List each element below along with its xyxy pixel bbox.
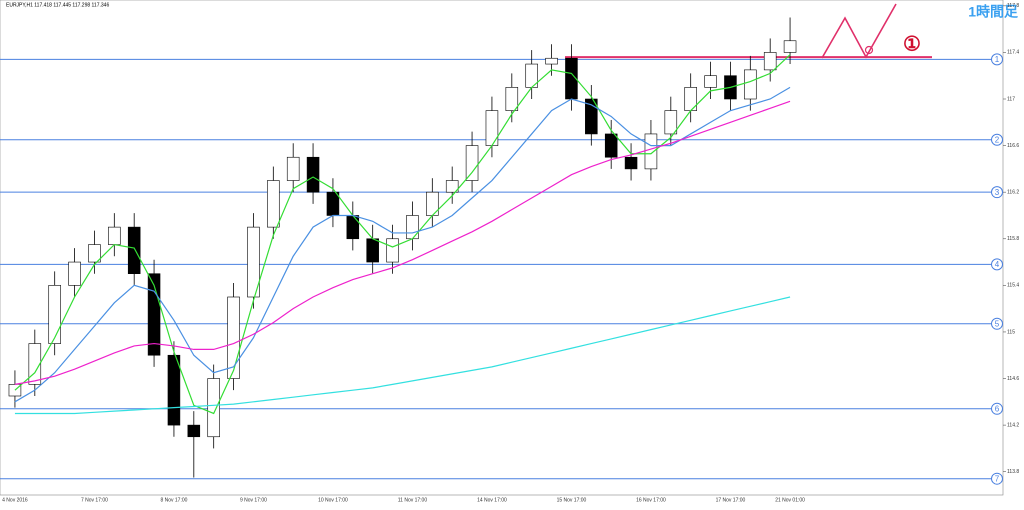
candle-body xyxy=(28,343,42,385)
candle-body xyxy=(127,226,141,275)
candle-body xyxy=(485,110,499,146)
zigzag-sketch xyxy=(821,3,897,59)
level-label: 5 xyxy=(995,319,1000,328)
level-badge xyxy=(991,186,1003,199)
level-label: 7 xyxy=(995,474,1000,483)
candle-body xyxy=(326,191,340,216)
candle-body xyxy=(88,244,101,263)
level-label: 4 xyxy=(995,260,1000,269)
level-label: 6 xyxy=(995,404,1000,413)
candle-body xyxy=(147,273,161,356)
level-badge xyxy=(991,53,1003,66)
y-tick-label: 117.8 xyxy=(1007,3,1019,9)
y-tick-label: 117 xyxy=(1007,96,1015,102)
level-label: 2 xyxy=(995,135,1000,144)
annotation: ① xyxy=(903,33,921,55)
y-tick-label: 113.8 xyxy=(1007,469,1019,475)
candle-body xyxy=(167,354,181,426)
candle-body xyxy=(465,145,479,181)
candle-body xyxy=(366,238,379,263)
candle-body xyxy=(763,52,777,71)
x-tick-label: 10 Nov 17:00 xyxy=(318,497,348,503)
symbol-header: EURJPY,H1 117.418 117.445 117.298 117.34… xyxy=(6,2,109,8)
level-badge xyxy=(991,133,1003,146)
candle-body xyxy=(545,57,558,65)
candle-body xyxy=(624,156,638,170)
x-tick-label: 9 Nov 17:00 xyxy=(240,497,267,503)
candle-body xyxy=(783,40,797,53)
x-tick-label: 8 Nov 17:00 xyxy=(160,497,187,503)
x-tick-label: 16 Nov 17:00 xyxy=(636,497,666,503)
candle-body xyxy=(386,238,399,263)
candle-body xyxy=(664,110,678,135)
moving-average xyxy=(14,100,791,385)
candle-body xyxy=(585,98,598,135)
level-badge xyxy=(991,317,1003,330)
y-tick-label: 117.4 xyxy=(1007,50,1019,56)
candle-body xyxy=(306,156,320,193)
x-tick-label: 7 Nov 17:00 xyxy=(81,497,108,503)
x-tick-label: 4 Nov 2016 xyxy=(2,497,28,503)
level-label: 3 xyxy=(995,188,1000,197)
y-tick-label: 115 xyxy=(1007,329,1015,335)
plot-frame xyxy=(0,0,1004,496)
y-tick-label: 115.8 xyxy=(1007,236,1019,242)
candle-body xyxy=(227,296,240,379)
candle-body xyxy=(68,261,81,286)
candle-body xyxy=(48,285,61,344)
y-tick-label: 114.2 xyxy=(1007,422,1019,428)
y-tick-label: 116.6 xyxy=(1007,143,1019,149)
candle-body xyxy=(286,156,300,181)
candle-body xyxy=(108,226,121,245)
x-tick-label: 17 Nov 17:00 xyxy=(716,497,746,503)
level-label: 1 xyxy=(995,55,1000,64)
candle-body xyxy=(267,180,280,228)
candle-body xyxy=(505,87,519,111)
candle-body xyxy=(406,215,419,240)
x-tick-label: 14 Nov 17:00 xyxy=(477,497,507,503)
x-tick-label: 21 Nov 01:00 xyxy=(775,497,805,503)
x-tick-label: 11 Nov 17:00 xyxy=(398,497,428,503)
y-tick-label: 114.6 xyxy=(1007,376,1019,382)
candle-body xyxy=(207,378,220,438)
candle-body xyxy=(744,69,757,100)
candle-body xyxy=(644,133,658,170)
level-badge xyxy=(991,402,1003,415)
level-badge xyxy=(991,258,1003,271)
breakout-mark xyxy=(864,45,874,55)
candle-body xyxy=(247,226,260,298)
candle-body xyxy=(604,133,618,158)
moving-average xyxy=(14,296,791,415)
y-tick-label: 115.4 xyxy=(1007,283,1019,289)
chart-title: 1時間足 xyxy=(968,4,1019,20)
candle-body xyxy=(346,215,360,240)
level-badge xyxy=(991,472,1003,485)
candle-body xyxy=(704,75,717,88)
candle-body xyxy=(445,180,459,193)
x-tick-label: 15 Nov 17:00 xyxy=(557,497,587,503)
candle-body xyxy=(187,424,201,438)
y-tick-label: 116.2 xyxy=(1007,190,1019,196)
